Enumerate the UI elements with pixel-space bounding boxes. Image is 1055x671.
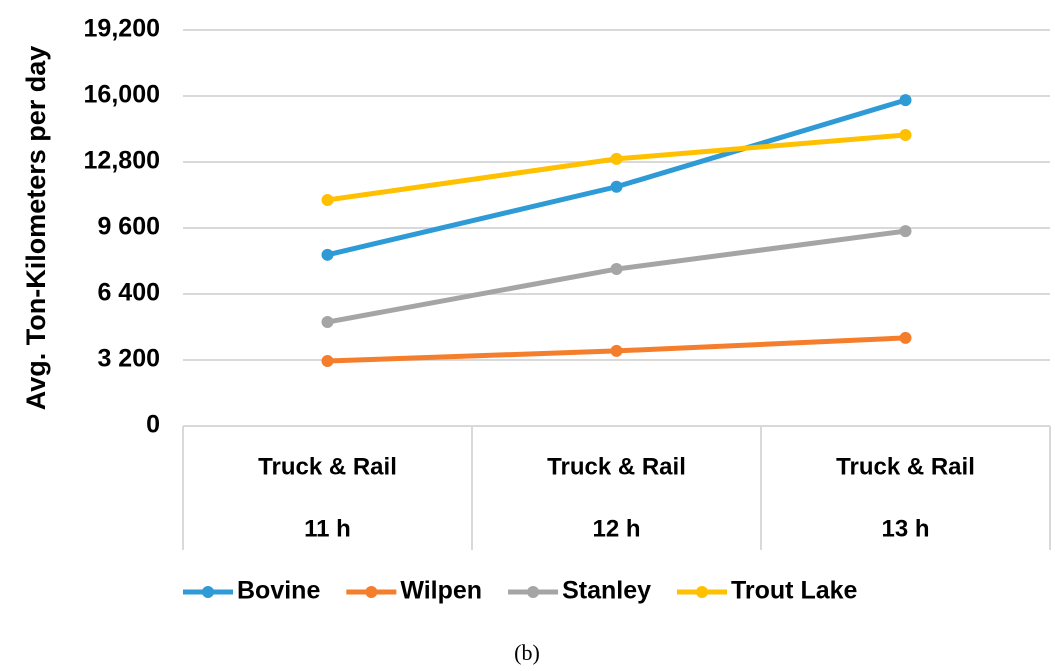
x-tick-label: Truck & Rail [547, 453, 686, 480]
y-tick-label: 6 400 [97, 279, 160, 307]
point [321, 355, 334, 368]
point [899, 128, 912, 141]
legend-label: Bovine [237, 577, 320, 605]
point [610, 344, 623, 357]
y-tick-label: 3 200 [97, 345, 160, 373]
y-axis-label: Avg. Ton-Kilometers per day [21, 46, 51, 411]
y-tick-label: 16,000 [84, 81, 160, 109]
point [321, 316, 334, 329]
legend-swatch-dot [527, 586, 540, 598]
legend-label: Trout Lake [731, 577, 858, 605]
point [899, 331, 912, 344]
series-line [327, 228, 906, 325]
y-tick-label: 19,200 [84, 15, 160, 43]
x-tick-label: Truck & Rail [836, 453, 975, 480]
point [321, 248, 334, 261]
point [321, 193, 334, 206]
legend-swatch-dot [365, 586, 378, 598]
point [610, 152, 623, 165]
x-tick-label: 11 h [304, 515, 351, 542]
y-tick-label: 12,800 [84, 147, 160, 175]
y-tick-label: 9 600 [97, 213, 160, 241]
point [610, 263, 623, 276]
legend-swatch-dot [202, 586, 214, 598]
point [899, 94, 912, 107]
point [610, 180, 623, 193]
legend-label: Wilpen [400, 577, 482, 605]
point [899, 225, 912, 238]
y-tick-label: 0 [146, 411, 160, 439]
series-line [326, 97, 907, 258]
legend-label: Stanley [562, 577, 651, 605]
caption: (b) [514, 640, 540, 665]
legend-swatch-dot [696, 586, 709, 598]
x-tick-label: 12 h [592, 515, 640, 542]
x-tick-label: 13 h [881, 515, 929, 542]
x-tick-label: Truck & Rail [258, 453, 397, 480]
